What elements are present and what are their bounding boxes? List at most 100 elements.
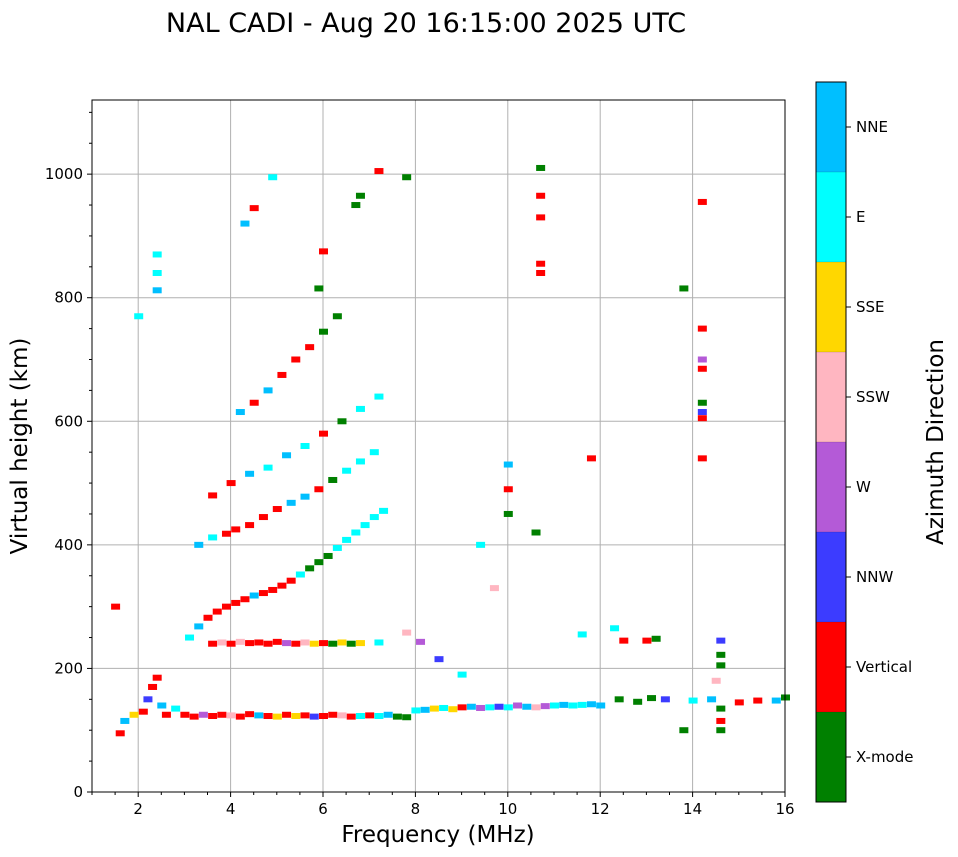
echo-point bbox=[305, 565, 315, 572]
echo-point bbox=[457, 671, 467, 678]
echo-point bbox=[660, 696, 670, 703]
echo-point bbox=[697, 198, 707, 205]
echo-point bbox=[360, 522, 370, 529]
echo-point bbox=[577, 631, 587, 638]
echo-point bbox=[272, 713, 282, 720]
echo-point bbox=[249, 592, 259, 599]
echo-point bbox=[249, 205, 259, 212]
y-tick-label: 1000 bbox=[45, 165, 83, 183]
echo-point bbox=[300, 493, 310, 500]
echo-point bbox=[711, 677, 721, 684]
echo-point bbox=[679, 727, 689, 734]
echo-point bbox=[536, 260, 546, 267]
echo-point bbox=[586, 455, 596, 462]
echo-point bbox=[152, 674, 162, 681]
echo-point bbox=[355, 192, 365, 199]
echo-point bbox=[610, 625, 620, 632]
echo-point bbox=[277, 371, 287, 378]
echo-point bbox=[226, 640, 236, 647]
echo-point bbox=[212, 608, 222, 615]
echo-point bbox=[208, 713, 218, 720]
echo-point bbox=[305, 344, 315, 351]
echo-point bbox=[355, 405, 365, 412]
echo-point bbox=[208, 640, 218, 647]
echo-point bbox=[120, 717, 130, 724]
echo-point bbox=[111, 603, 121, 610]
echo-point bbox=[688, 697, 698, 704]
echo-point bbox=[383, 711, 393, 718]
echo-point bbox=[536, 214, 546, 221]
echo-point bbox=[633, 698, 643, 705]
echo-point bbox=[203, 614, 213, 621]
echo-point bbox=[342, 467, 352, 474]
y-tick-label: 200 bbox=[54, 659, 83, 677]
echo-point bbox=[152, 270, 162, 276]
echo-point bbox=[221, 530, 231, 537]
echo-point bbox=[291, 356, 301, 363]
echo-point bbox=[466, 703, 476, 710]
echo-point bbox=[245, 522, 255, 529]
echo-point bbox=[282, 452, 292, 459]
colorbar: X-mode Vertical NNW W SSW SSE E NNE bbox=[815, 81, 913, 803]
echo-point bbox=[697, 415, 707, 422]
echo-point bbox=[245, 470, 255, 477]
echo-point bbox=[263, 640, 273, 647]
data-points bbox=[111, 164, 790, 737]
echo-point bbox=[771, 697, 781, 704]
echo-point bbox=[420, 706, 430, 713]
echo-point bbox=[217, 711, 227, 718]
x-tick-label: 4 bbox=[226, 800, 236, 818]
echo-point bbox=[300, 639, 310, 646]
echo-point bbox=[129, 711, 139, 718]
echo-point bbox=[522, 703, 532, 710]
echo-point bbox=[716, 705, 726, 712]
echo-point bbox=[263, 387, 273, 394]
echo-point bbox=[249, 399, 259, 406]
x-tick-label: 14 bbox=[683, 800, 702, 818]
echo-point bbox=[536, 164, 546, 171]
x-axis-label: Frequency (MHz) bbox=[341, 822, 534, 848]
colorbar-tick-label: E bbox=[856, 208, 865, 226]
echo-point bbox=[185, 634, 195, 641]
echo-point bbox=[148, 683, 158, 690]
echo-point bbox=[753, 697, 763, 704]
echo-point bbox=[457, 704, 467, 711]
echo-point bbox=[342, 536, 352, 543]
echo-point bbox=[374, 713, 384, 720]
x-tick-label: 8 bbox=[411, 800, 421, 818]
y-tick-label: 600 bbox=[54, 412, 83, 430]
echo-point bbox=[337, 639, 347, 646]
echo-point bbox=[240, 596, 250, 603]
echo-point bbox=[586, 701, 596, 708]
echo-point bbox=[235, 409, 245, 416]
echo-point bbox=[619, 637, 629, 644]
colorbar-swatch bbox=[816, 352, 846, 442]
echo-point bbox=[189, 713, 199, 720]
echo-point bbox=[429, 705, 439, 712]
echo-point bbox=[245, 640, 255, 647]
echo-point bbox=[651, 635, 661, 642]
echo-point bbox=[282, 640, 292, 647]
echo-point bbox=[392, 713, 402, 720]
echo-point bbox=[157, 702, 167, 709]
echo-point bbox=[277, 582, 287, 589]
echo-point bbox=[226, 480, 236, 487]
echo-point bbox=[434, 656, 444, 663]
echo-point bbox=[198, 711, 208, 718]
echo-point bbox=[374, 393, 384, 400]
echo-point bbox=[235, 638, 245, 645]
echo-point bbox=[337, 712, 347, 719]
echo-point bbox=[254, 639, 264, 646]
echo-point bbox=[272, 638, 282, 645]
echo-point bbox=[286, 499, 296, 506]
y-tick-label: 400 bbox=[54, 536, 83, 554]
echo-point bbox=[697, 399, 707, 406]
x-tick-label: 12 bbox=[591, 800, 610, 818]
echo-point bbox=[300, 712, 310, 719]
echo-point bbox=[369, 514, 379, 521]
echo-point bbox=[346, 713, 356, 720]
echo-point bbox=[171, 705, 181, 712]
echo-point bbox=[351, 202, 361, 209]
echo-point bbox=[697, 409, 707, 416]
